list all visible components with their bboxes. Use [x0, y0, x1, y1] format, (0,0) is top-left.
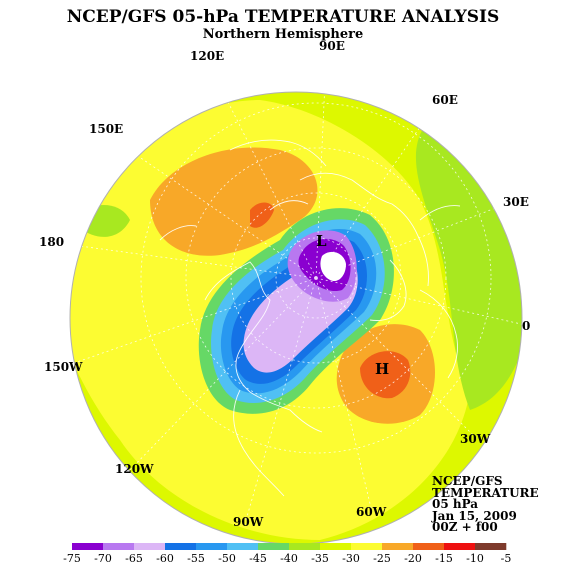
lon-label-60e: 60E	[432, 93, 458, 107]
info-level: 05 hPa	[432, 497, 479, 511]
map-title: NCEP/GFS 05-hPa TEMPERATURE ANALYSIS	[66, 7, 500, 27]
colorbar-swatch	[320, 543, 352, 550]
colorbar-swatch	[258, 543, 290, 550]
colorbar-tick-label: -45	[249, 552, 267, 565]
lon-label-120w: 120W	[115, 462, 154, 476]
colorbar-tick-label: -15	[435, 552, 453, 565]
info-date: Jan 15, 2009	[432, 508, 517, 523]
colorbar-tick-label: -30	[342, 552, 360, 565]
colorbar-swatch	[351, 543, 383, 550]
colorbar-tick-label: -25	[373, 552, 391, 565]
info-field: TEMPERATURE	[432, 485, 539, 500]
colorbar-swatch	[413, 543, 445, 550]
colorbar-tick-label: -60	[156, 552, 174, 565]
colorbar-swatch	[227, 543, 259, 550]
info-block: NCEP/GFS TEMPERATURE 05 hPa Jan 15, 2009…	[432, 474, 539, 534]
lon-label-0: 0	[522, 319, 531, 333]
field-orange-nw-core	[250, 202, 274, 228]
field-red-se	[360, 351, 411, 399]
colorbar-swatch	[475, 543, 507, 550]
colorbar-tick-label: -10	[466, 552, 484, 565]
colorbar-tick-label: -40	[280, 552, 298, 565]
colorbar-tick-label: -70	[94, 552, 112, 565]
colorbar-swatch	[382, 543, 414, 550]
colorbar-tick-label: -5	[501, 552, 512, 565]
colorbar-tick-label: -35	[311, 552, 329, 565]
colorbar: -75 -70 -65 -60 -55 -50 -45 -40 -35 -30 -25 -20 -15-…	[63, 543, 511, 565]
info-time: 00Z + f00	[432, 520, 498, 534]
colorbar-swatch	[134, 543, 166, 550]
colorbar-tick-label: -20	[404, 552, 422, 565]
colorbar-swatch	[165, 543, 197, 550]
map-subtitle: Northern Hemisphere	[202, 27, 364, 42]
colorbar-swatch	[196, 543, 228, 550]
colorbar-swatch	[444, 543, 476, 550]
lon-label-30w: 30W	[460, 432, 491, 446]
lon-label-90w: 90W	[233, 515, 264, 529]
colorbar-swatch	[72, 543, 104, 550]
low-pressure-label: L	[316, 232, 327, 250]
graticule	[70, 92, 522, 521]
coastlines	[159, 139, 461, 497]
colorbar-tick-label: -55	[187, 552, 205, 565]
lon-label-60w: 60W	[356, 505, 387, 519]
field-green-right	[416, 120, 522, 410]
lon-label-150w: 150W	[44, 360, 83, 374]
colorbar-tick-label: -50	[218, 552, 236, 565]
colorbar-swatch	[103, 543, 135, 550]
colorbar-swatch	[289, 543, 321, 550]
info-model: NCEP/GFS	[432, 474, 503, 488]
colorbar-tick-label: -75	[63, 552, 81, 565]
colorbar-tick-label: -65	[125, 552, 143, 565]
lon-label-120e: 120E	[190, 49, 225, 63]
lon-label-180: 180	[39, 235, 65, 249]
lon-label-90e: 90E	[319, 39, 345, 53]
field-orange-nw	[150, 147, 318, 256]
high-pressure-label: H	[375, 360, 390, 378]
lon-label-150e: 150E	[89, 122, 124, 136]
lon-label-30e: 30E	[503, 195, 529, 209]
